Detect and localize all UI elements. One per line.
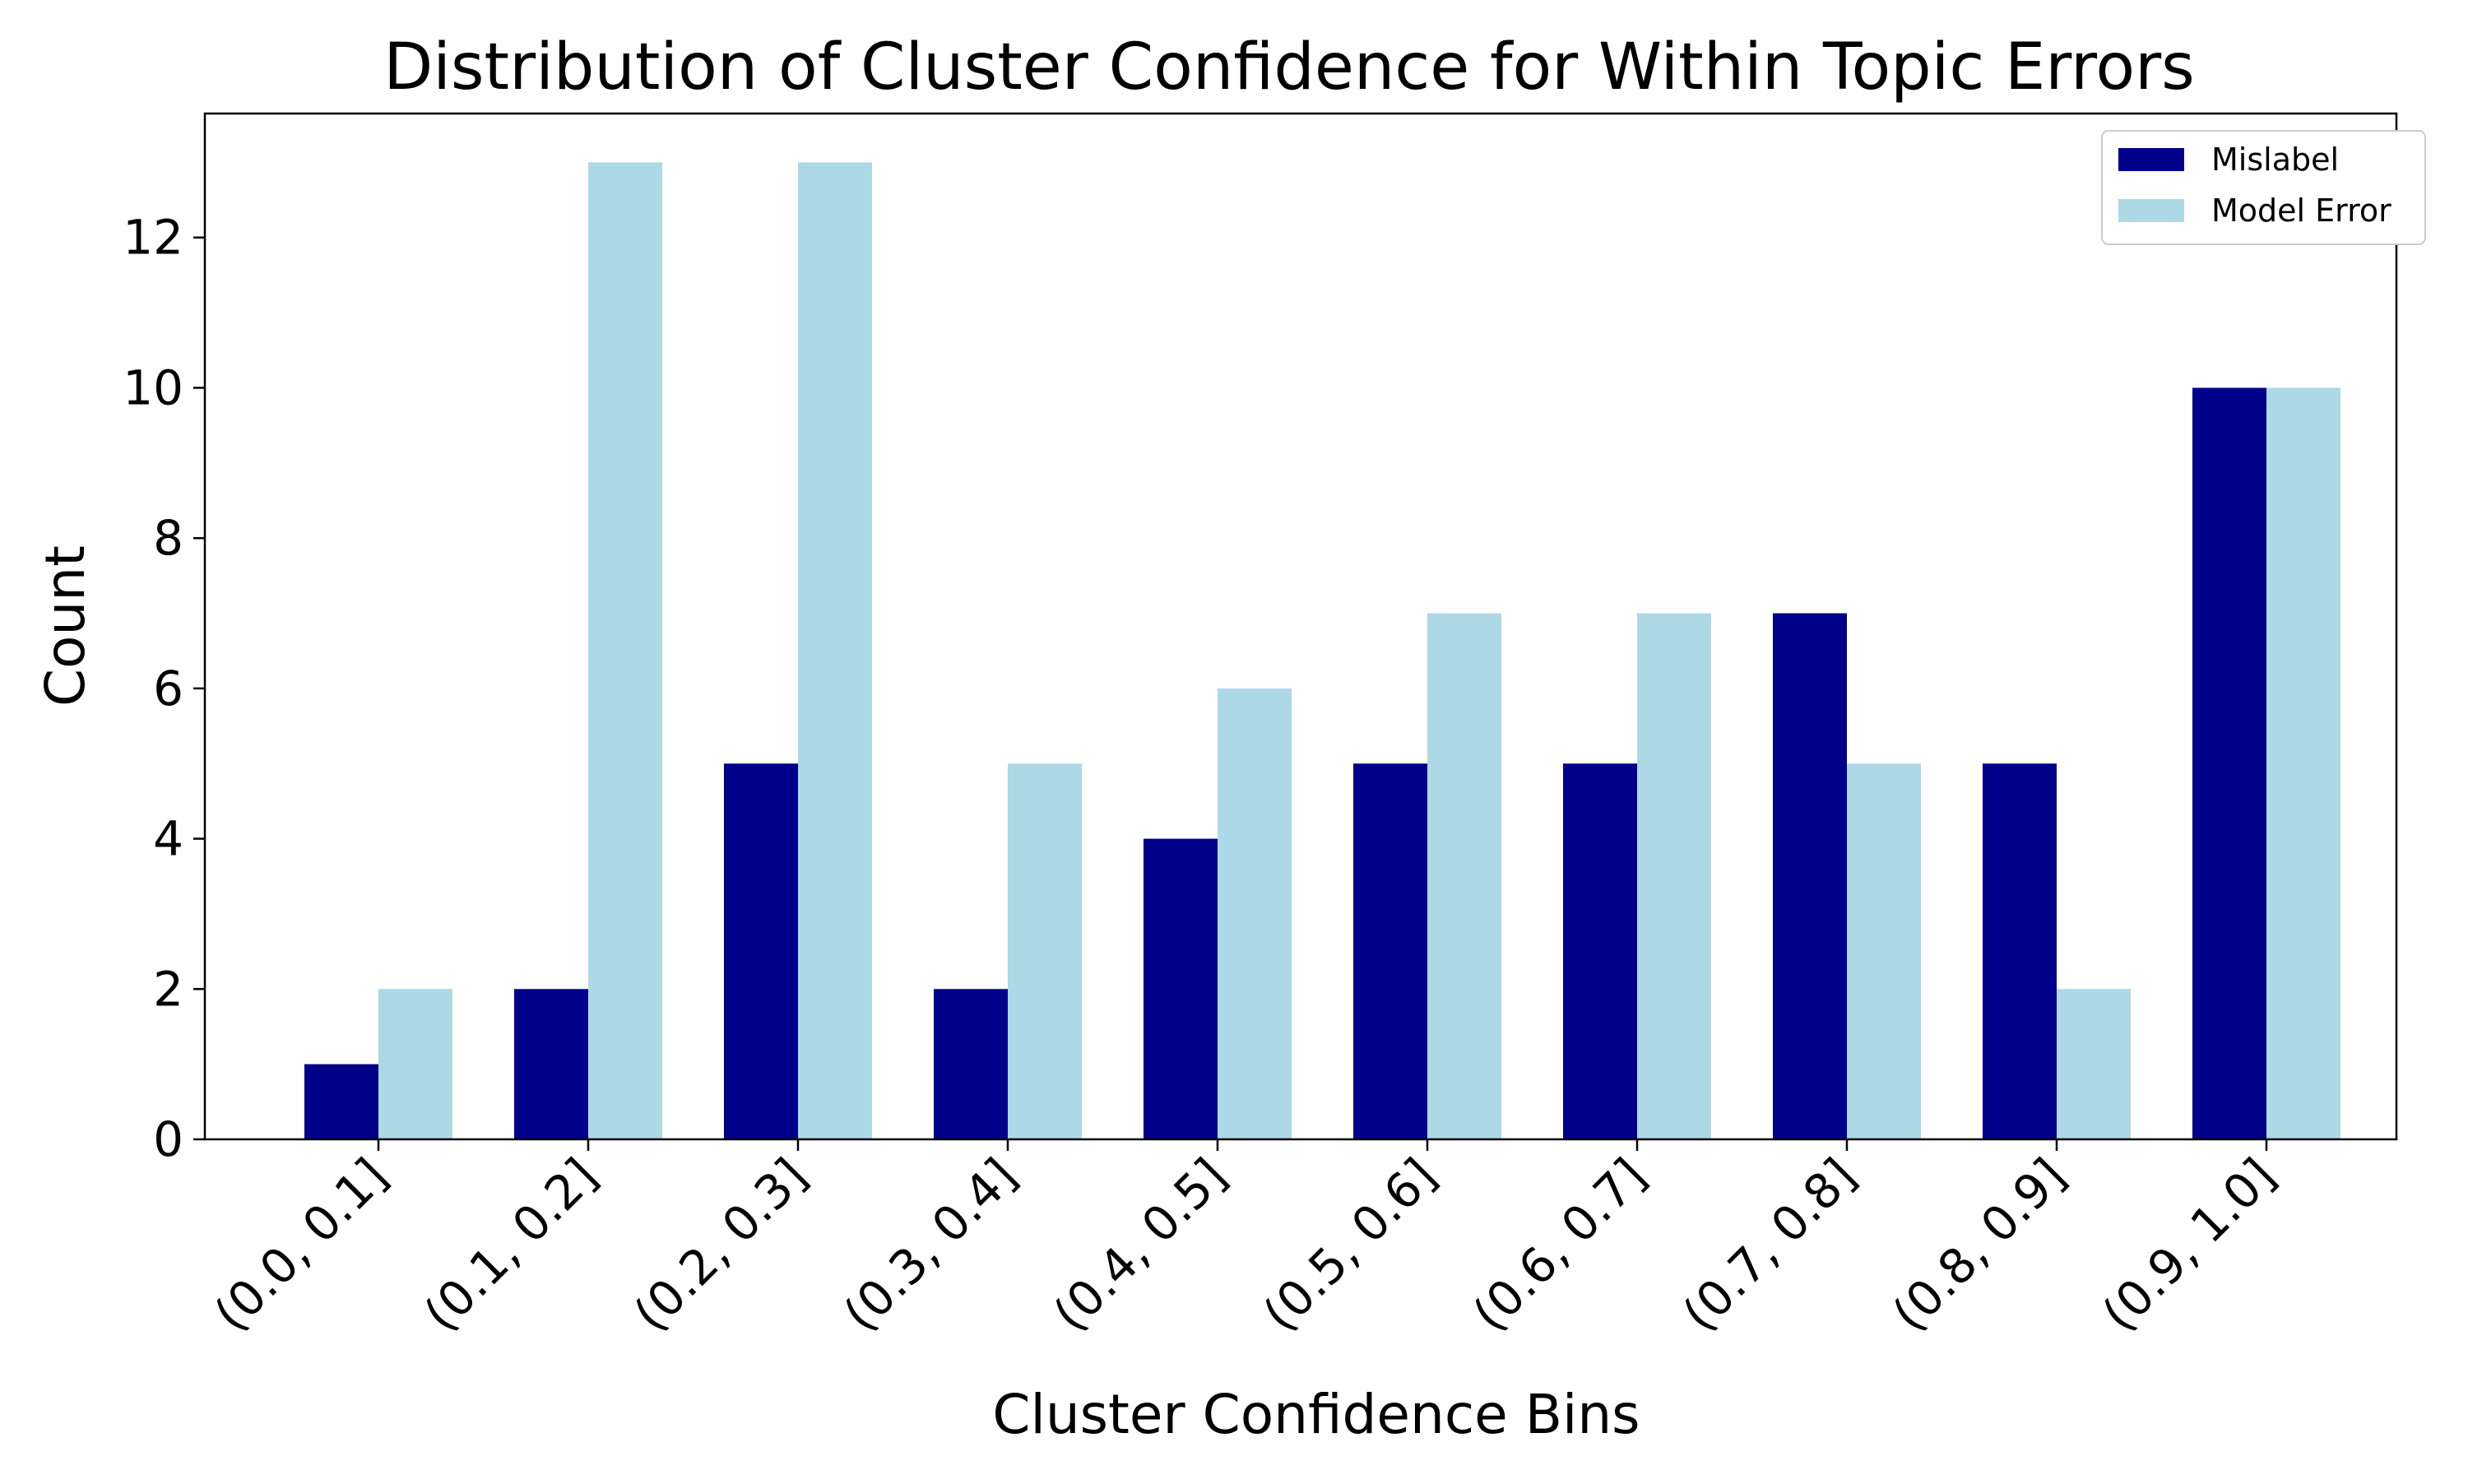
bar-mislabel-5 [1353, 763, 1427, 1139]
bar-model-error-9 [2266, 387, 2340, 1139]
bar-mislabel-2 [724, 763, 798, 1139]
y-tick-label: 8 [153, 510, 183, 566]
legend-swatch-mislabel [2118, 148, 2184, 171]
legend-label-mislabel: Mislabel [2211, 141, 2339, 178]
bar-mislabel-9 [2192, 387, 2266, 1139]
bar-model-error-0 [378, 989, 452, 1139]
y-tick-label: 0 [153, 1111, 183, 1167]
bars-layer [304, 162, 2340, 1139]
bar-mislabel-8 [1983, 763, 2057, 1139]
y-axis-label: Count [34, 545, 97, 707]
chart-title: Distribution of Cluster Confidence for W… [383, 30, 2195, 104]
bar-mislabel-6 [1563, 763, 1637, 1139]
y-tick-label: 6 [153, 661, 183, 716]
bar-model-error-6 [1637, 613, 1711, 1139]
y-tick-label: 4 [153, 811, 183, 867]
y-tick-label: 10 [123, 359, 183, 415]
legend: Mislabel Model Error [2101, 130, 2426, 245]
bar-model-error-7 [1847, 763, 1921, 1139]
x-axis-label: Cluster Confidence Bins [992, 1383, 1640, 1446]
bar-model-error-2 [798, 162, 872, 1139]
bar-model-error-1 [588, 162, 662, 1139]
bar-model-error-8 [2057, 989, 2131, 1139]
bar-mislabel-4 [1144, 838, 1218, 1139]
bar-mislabel-3 [934, 989, 1008, 1139]
plot-frame [203, 112, 2398, 1141]
legend-label-model-error: Model Error [2211, 192, 2391, 229]
y-tick-label: 12 [123, 210, 183, 266]
y-tick-label: 2 [153, 961, 183, 1017]
bar-model-error-5 [1427, 613, 1501, 1139]
legend-swatch-model-error [2118, 199, 2184, 222]
bar-model-error-4 [1218, 688, 1292, 1139]
bar-mislabel-1 [514, 989, 588, 1139]
bar-model-error-3 [1008, 763, 1082, 1139]
bar-mislabel-7 [1773, 613, 1847, 1139]
bar-mislabel-0 [304, 1064, 378, 1139]
